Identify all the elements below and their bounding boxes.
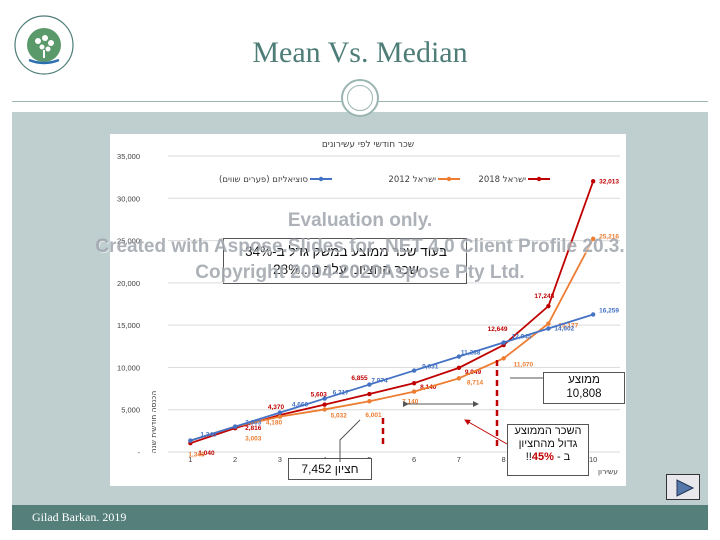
- growth-callout: בעוד שכר ממוצע במשק גדל ב-34% שכר החציונ…: [223, 238, 467, 284]
- data-point: [546, 303, 551, 309]
- data-point: [456, 365, 462, 371]
- data-point: [411, 389, 417, 394]
- data-label: 4,180: [266, 420, 283, 427]
- data-point: [590, 236, 596, 241]
- data-label: 1,040: [198, 450, 215, 457]
- data-point: [501, 340, 506, 345]
- gap-note-percent: 45%: [531, 451, 554, 463]
- data-label: 14,602: [554, 326, 574, 333]
- data-point: [456, 376, 462, 381]
- data-label: 4,370: [268, 404, 285, 411]
- data-label: 5,032: [331, 412, 348, 419]
- watermark-line-1: Evaluation only.: [287, 210, 433, 231]
- legend-label: סוציאליזם (פערים שווים): [219, 175, 308, 185]
- data-point: [277, 410, 283, 415]
- data-point: [322, 402, 327, 407]
- data-label: 1,346: [188, 452, 205, 459]
- data-label: 3,003: [245, 436, 262, 443]
- data-point: [232, 424, 238, 429]
- y-tick-label: 15,000: [117, 321, 140, 330]
- y-tick-label: -: [138, 448, 141, 457]
- gap-note-suffix: !!: [525, 451, 532, 463]
- data-point: [456, 354, 462, 359]
- x-tick-label: 6: [412, 455, 416, 464]
- x-tick-label: 7: [457, 455, 461, 464]
- watermark-line-2: Created with Aspose.Slides for .NET 4.0 …: [95, 236, 625, 257]
- data-point: [411, 380, 417, 386]
- legend-marker: [318, 176, 324, 182]
- slide-footer: Gilad Barkan. 2019: [12, 505, 708, 530]
- watermark-line-3: Copyright 2004-2020Aspose Pty Ltd.: [195, 262, 525, 283]
- y-axis-label: הכנסה חודשית שנה: [149, 391, 158, 454]
- legend-label: ישראל 2018: [478, 175, 526, 185]
- data-label: 3,003: [245, 420, 262, 427]
- data-label: 5,603: [311, 392, 328, 399]
- slide-title: Mean Vs. Median: [252, 36, 468, 69]
- x-tick-label: 2: [233, 455, 237, 464]
- data-label: 11,070: [514, 361, 534, 368]
- series-line: [190, 238, 594, 442]
- y-tick-label: 5,000: [121, 406, 140, 415]
- circle-ornament: [341, 79, 379, 117]
- data-label: 9,631: [422, 364, 439, 371]
- y-tick-label: 10,000: [117, 363, 140, 372]
- data-label: 15,177: [558, 323, 578, 330]
- ruppin-logo: [14, 15, 74, 75]
- median-note: חציון 7,452: [288, 458, 372, 480]
- data-point: [322, 396, 327, 401]
- legend-marker: [446, 176, 452, 182]
- data-label: 8,714: [467, 379, 484, 386]
- y-tick-label: 35,000: [117, 152, 140, 161]
- data-point: [367, 382, 372, 387]
- data-point: [188, 438, 193, 443]
- play-arrow-icon: [676, 479, 695, 497]
- gap-note: השכר הממוצע גדול מהחציון ב - 45%!!: [507, 424, 589, 476]
- data-point: [501, 356, 506, 361]
- data-point: [322, 407, 327, 412]
- footer-author: Gilad Barkan. 2019: [32, 510, 127, 524]
- data-label: 12,945: [512, 334, 532, 341]
- gap-note-text: השכר הממוצע גדול מהחציון: [514, 425, 582, 450]
- data-label: 16,259: [599, 307, 619, 314]
- x-tick-label: 1: [188, 455, 192, 464]
- data-label: 11,288: [461, 350, 481, 357]
- data-point: [590, 179, 596, 184]
- legend-marker: [536, 176, 542, 182]
- data-label: 4,660: [292, 402, 309, 409]
- data-label: 6,001: [365, 412, 382, 419]
- legend-label: ישראל 2012: [388, 175, 436, 185]
- data-point: [367, 391, 372, 397]
- average-note: ממוצע 10,808: [543, 372, 625, 404]
- gap-note-prefix: ב -: [553, 451, 571, 463]
- y-tick-label: 20,000: [117, 279, 140, 288]
- next-slide-button[interactable]: [666, 474, 700, 500]
- chart-title: שכר חודשי לפי עשירונים: [322, 140, 414, 150]
- x-axis-label: עשירון: [598, 467, 618, 476]
- series-line: [190, 313, 594, 442]
- data-point: [367, 399, 372, 404]
- data-label: 32,013: [599, 178, 619, 185]
- y-tick-label: 30,000: [117, 194, 140, 203]
- x-tick-label: 10: [589, 455, 597, 464]
- data-label: 7,974: [371, 378, 388, 385]
- x-tick-label: 3: [278, 455, 282, 464]
- data-label: 12,649: [488, 326, 508, 333]
- data-label: 25,216: [599, 234, 619, 241]
- data-label: 7,140: [402, 399, 419, 406]
- data-label: 1,346: [200, 432, 217, 439]
- data-point: [277, 414, 283, 419]
- data-label: 2,816: [245, 425, 262, 432]
- data-label: 6,317: [333, 390, 350, 397]
- data-label: 6,855: [351, 375, 368, 382]
- data-point: [546, 321, 551, 326]
- y-tick-label: 25,000: [117, 237, 140, 246]
- data-point: [590, 312, 596, 317]
- x-tick-label: 8: [502, 455, 506, 464]
- data-label: 17,248: [534, 293, 554, 300]
- data-point: [411, 368, 417, 373]
- data-point: [546, 326, 551, 331]
- growth-callout-text: בעוד שכר ממוצע במשק גדל ב-34% שכר החציונ…: [245, 244, 447, 277]
